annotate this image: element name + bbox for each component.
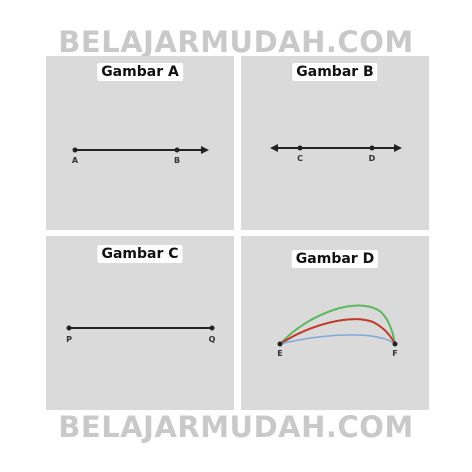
ray-diagram-ab: A B — [72, 146, 209, 165]
curve-blue — [279, 334, 396, 345]
watermark-bottom: BELAJARMUDAH.COM — [58, 410, 414, 444]
curves-diagram-ef: E F — [277, 304, 398, 358]
arrow-head-right — [394, 144, 402, 152]
point-label-e: E — [277, 349, 282, 358]
point-d — [369, 145, 375, 151]
point-label-c: C — [297, 154, 303, 163]
panel-gambar-c: Gambar C P Q — [46, 236, 234, 410]
point-label-a: A — [72, 156, 79, 165]
point-c — [297, 145, 303, 151]
panel-title: Gambar A — [97, 63, 183, 81]
panel-title: Gambar B — [292, 63, 378, 81]
panel-gambar-d: Gambar D E F — [241, 236, 429, 410]
watermark-top: BELAJARMUDAH.COM — [58, 25, 414, 59]
point-label-q: Q — [209, 335, 216, 344]
panel-title: Gambar C — [97, 245, 183, 263]
point-a — [72, 147, 78, 153]
point-label-d: D — [369, 154, 376, 163]
point-q — [209, 325, 215, 331]
point-label-p: P — [66, 335, 72, 344]
arrow-head-left — [270, 144, 278, 152]
panel-gambar-a: Gambar A A B — [46, 56, 234, 230]
point-p — [66, 325, 72, 331]
panel-title: Gambar D — [291, 250, 379, 268]
point-f — [392, 341, 398, 347]
point-label-f: F — [392, 349, 397, 358]
point-b — [174, 147, 180, 153]
curve-green — [279, 304, 396, 345]
curve-red — [279, 318, 396, 345]
arrow-head-right — [201, 146, 209, 154]
line-diagram-cd: C D — [270, 144, 402, 163]
point-e — [277, 341, 283, 347]
panel-gambar-b: Gambar B C D — [241, 56, 429, 230]
segment-diagram-pq: P Q — [66, 325, 216, 344]
point-label-b: B — [174, 156, 180, 165]
